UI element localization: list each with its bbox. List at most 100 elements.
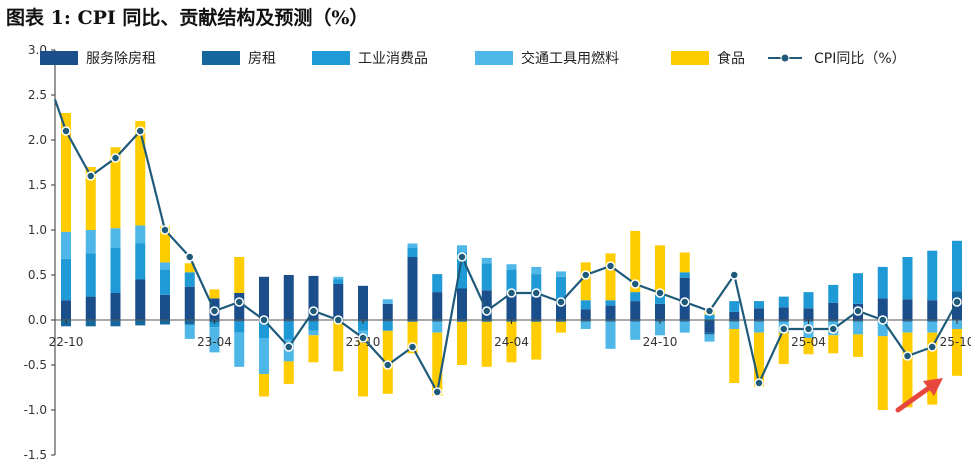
legend-label: 房租 [248,51,276,67]
bar-segment [605,253,616,301]
bar-segment [927,250,938,301]
bar-segment [382,299,393,304]
bar-segment [61,258,71,301]
bar-segment [110,228,121,248]
cpi-point [952,297,962,307]
bar-segment [160,269,170,295]
bar-segment [333,321,344,372]
cpi-point [605,261,616,271]
bar-segment [605,300,616,306]
bar-segment [506,264,517,270]
bar-segment [754,320,764,322]
bar-segment [531,321,542,360]
bar-segment [580,309,591,320]
bar-segment [481,290,492,320]
bar-segment [556,320,566,322]
bar-segment [382,321,393,331]
x-tick-label: 24-04 [494,335,529,349]
cpi-point [110,153,121,163]
bar-segment [580,262,591,301]
bar-segment [110,293,121,320]
bar-segment [902,299,913,320]
bar-segment [61,300,71,320]
cpi-point [160,225,170,235]
legend-item: 房租 [202,51,276,67]
bar-segment [110,147,121,229]
bar-segment [927,320,938,322]
bar-segment [877,266,888,299]
legend-label: 服务除房租 [86,51,156,67]
legend: 服务除房租 房租 工业消费品 交通工具用燃料 食品 CPI同比（%） [40,50,906,67]
cpi-point [358,333,368,343]
bar-segment [655,245,665,295]
arrow-shaft [895,382,936,413]
bar-segment [729,329,740,383]
bar-segment [457,288,467,320]
bar-segment [432,292,443,320]
cpi-point [581,270,591,280]
bar-segment [407,257,418,320]
bar-segment [209,327,220,353]
cpi-point [209,306,220,316]
bar-segment [457,321,467,365]
bar-segment [481,257,492,264]
cpi-point [729,270,739,280]
y-tick-label: 1.5 [28,178,47,192]
cpi-point [234,297,244,307]
bar-segment [778,307,789,320]
bar-segment [828,320,839,322]
bar-segment [531,320,542,322]
bar-segment [704,332,715,335]
bar-segment [259,374,269,397]
bar-segment [283,321,294,340]
bar-segment [135,279,146,320]
bar-segment [457,245,467,253]
bar-segment [432,332,443,396]
bar-segment [556,300,566,320]
bar-segment [877,321,888,337]
bar-segment [308,320,319,322]
bar-segment [531,266,542,275]
bar-segment [308,330,319,336]
cpi-point [383,360,393,370]
bar-segment [679,272,690,278]
bar-segment [952,291,962,299]
bar-segment [927,332,938,405]
legend-label: 食品 [717,50,745,67]
bar-segment [630,321,641,340]
cpi-point [828,324,838,334]
arrow-head [923,378,943,396]
bar-segment [382,320,393,322]
bar-segment [160,262,170,270]
bar-segment [407,320,418,322]
cpi-point [333,315,343,325]
y-tick-label: 1.0 [28,223,47,237]
bar-segment [184,286,195,320]
bar-segment [580,300,591,310]
cpi-point [556,297,566,307]
bar-segment [85,230,96,254]
bar-segment [877,336,888,410]
bar-segment [630,292,641,302]
bar-segment [85,320,96,327]
cpi-point [655,288,665,298]
bar-segment [234,321,245,333]
cpi-point [853,306,863,316]
cpi-point [185,252,195,262]
y-tick-label: -1.0 [24,403,47,417]
bar-segment [160,320,170,325]
legend-label: 交通工具用燃料 [521,50,619,67]
bar-segment [333,284,344,320]
bar-segment [952,240,962,292]
bar-segment [407,243,418,248]
cpi-point [308,306,319,316]
cpi-point [779,324,789,334]
bar-segment [952,298,962,320]
bar-segment [927,300,938,320]
cpi-point [259,315,269,325]
bar-segment [803,338,814,355]
legend-swatch [475,51,513,65]
cpi-point [135,126,145,136]
bar-segment [358,285,368,320]
bar-segment [902,257,913,300]
